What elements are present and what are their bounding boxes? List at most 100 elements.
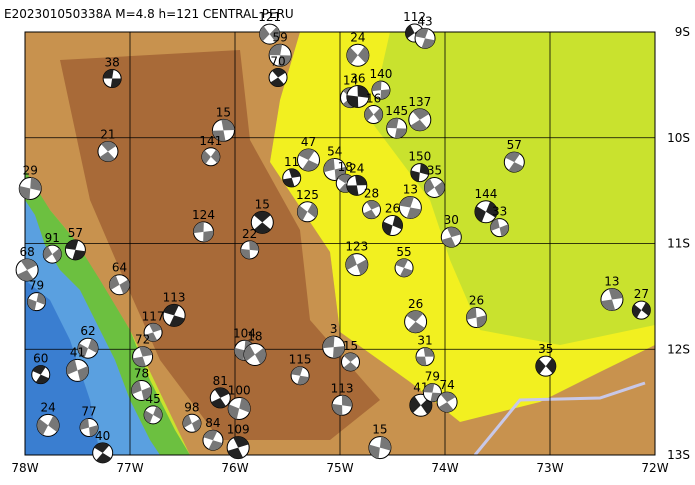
- depth-label: 81: [213, 374, 228, 388]
- beachball-quadrant: [144, 323, 162, 342]
- depth-label: 64: [112, 261, 127, 275]
- beachball: [250, 210, 274, 234]
- beachball-quadrant: [103, 69, 122, 88]
- beachball: [535, 355, 557, 377]
- x-tick-label: 75W: [326, 461, 353, 475]
- beachball: [131, 379, 153, 401]
- beachball: [102, 69, 122, 89]
- beachball-quadrant: [346, 85, 369, 108]
- beachball: [364, 104, 384, 124]
- beachball: [132, 346, 154, 368]
- beachball-quadrant: [323, 158, 346, 181]
- depth-label: 13: [403, 183, 418, 197]
- beachball-quadrant: [43, 246, 62, 262]
- depth-label: 123: [345, 240, 368, 254]
- depth-label: 24: [350, 30, 365, 44]
- beachball-quadrant: [346, 175, 367, 196]
- beachball: [371, 80, 391, 100]
- x-tick-label: 77W: [116, 461, 143, 475]
- beachball-quadrant: [259, 26, 280, 43]
- beachball: [341, 352, 360, 372]
- beachball: [282, 168, 302, 188]
- beachball-quadrant: [66, 359, 89, 382]
- beachball-quadrant: [395, 258, 413, 277]
- depth-label: 18: [338, 160, 353, 174]
- beachball-quadrant: [282, 168, 301, 187]
- beachball-quadrant: [80, 418, 99, 437]
- beachball-quadrant: [416, 347, 435, 366]
- depth-label: 26: [385, 202, 400, 216]
- beachball: [77, 337, 99, 359]
- beachball: [66, 358, 89, 382]
- beachball-quadrant: [363, 200, 380, 219]
- beachball-quadrant: [227, 436, 249, 459]
- depth-label: 24: [349, 161, 364, 175]
- beachball: [201, 147, 221, 167]
- beachball: [27, 292, 47, 312]
- beachball: [346, 174, 368, 196]
- depth-label: 121: [258, 10, 281, 24]
- x-tick-label: 74W: [431, 461, 458, 475]
- depth-label: 15: [216, 105, 231, 119]
- depth-label: 70: [270, 54, 285, 68]
- y-tick-label: 10S: [667, 131, 690, 145]
- depth-label: 36: [350, 72, 365, 86]
- depth-label: 79: [29, 279, 44, 293]
- beachball: [474, 200, 498, 224]
- beachball: [268, 43, 292, 67]
- depth-label: 91: [45, 231, 60, 245]
- depth-label: 109: [227, 423, 250, 437]
- beachball-quadrant: [243, 344, 266, 365]
- beachball-quadrant: [212, 119, 235, 142]
- depth-label: 79: [425, 370, 440, 384]
- depth-label: 78: [134, 366, 149, 380]
- beachball-quadrant: [94, 442, 112, 463]
- beachball-quadrant: [399, 196, 422, 219]
- depth-label: 29: [23, 164, 38, 178]
- beachball-quadrant: [424, 178, 445, 197]
- beachball-quadrant: [410, 108, 430, 131]
- depth-label: 15: [372, 423, 387, 437]
- beachball: [322, 335, 346, 359]
- depth-label: 98: [184, 400, 199, 414]
- beachball: [97, 140, 119, 162]
- depth-label: 145: [385, 104, 408, 118]
- y-tick-label: 12S: [667, 342, 690, 356]
- depth-label: 77: [81, 405, 96, 419]
- beachball-quadrant: [163, 304, 185, 327]
- depth-label: 15: [255, 197, 270, 211]
- beachball-quadrant: [32, 365, 49, 384]
- beachball: [240, 240, 260, 260]
- depth-label: 26: [408, 297, 423, 311]
- beachball-quadrant: [415, 28, 435, 49]
- beachball-quadrant: [99, 141, 117, 162]
- beachball: [79, 418, 99, 438]
- depth-label: 55: [396, 245, 411, 259]
- x-tick-label: 73W: [536, 461, 563, 475]
- depth-label: 62: [80, 324, 95, 338]
- depth-label: 113: [163, 290, 186, 304]
- beachball-quadrant: [441, 227, 461, 248]
- beachball: [410, 163, 430, 183]
- beachball-quadrant: [322, 336, 345, 359]
- beachball: [18, 177, 42, 201]
- beachball: [259, 23, 281, 45]
- beachball-quadrant: [345, 254, 368, 275]
- depth-label: 113: [331, 381, 354, 395]
- beachball-quadrant: [203, 430, 223, 451]
- depth-label: 47: [301, 135, 316, 149]
- depth-label: 40: [95, 429, 110, 443]
- beachball-quadrant: [474, 201, 497, 222]
- beachball-quadrant: [132, 346, 153, 367]
- beachball: [404, 310, 428, 334]
- y-tick-label: 11S: [667, 237, 690, 251]
- depth-label: 27: [634, 287, 649, 301]
- depth-label: 26: [469, 294, 484, 308]
- depth-label: 137: [408, 95, 431, 109]
- beachball: [202, 429, 224, 451]
- beachball-quadrant: [386, 118, 407, 139]
- depth-label: 84: [205, 416, 220, 430]
- depth-label: 14: [343, 74, 358, 88]
- beachball: [162, 303, 186, 327]
- beachball: [193, 221, 214, 243]
